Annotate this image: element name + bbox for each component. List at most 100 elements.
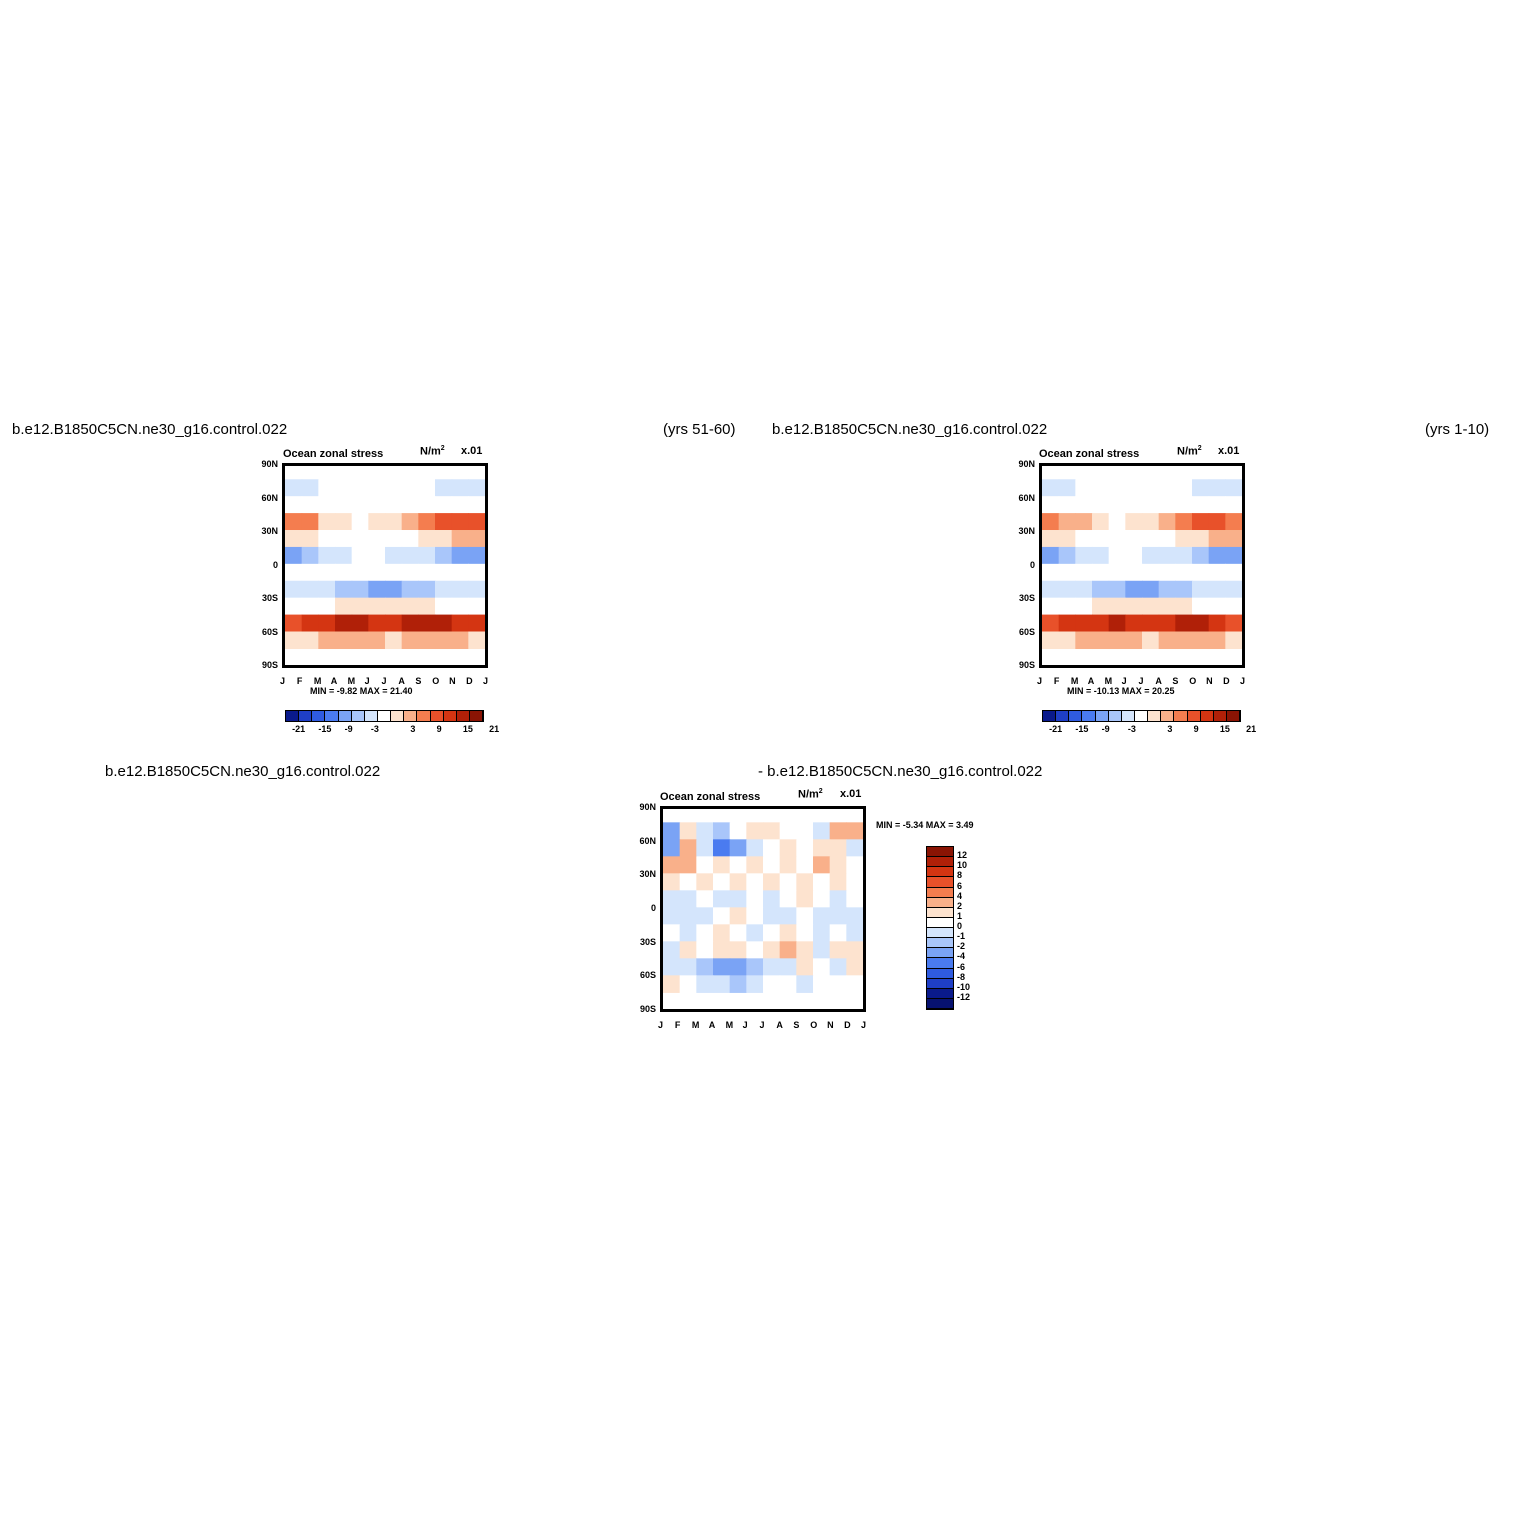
heatmap-cell (318, 631, 336, 650)
heatmap-cell (829, 958, 847, 976)
heatmap-cell (796, 873, 814, 891)
x-tick-label: J (280, 676, 286, 686)
heatmap-cell (813, 822, 831, 840)
heatmap-cell (1092, 496, 1110, 514)
colorbar-tick-label: -2 (957, 941, 966, 952)
heatmap-cell (1092, 546, 1110, 565)
heatmap-cell (746, 822, 764, 840)
colorbar-swatch (351, 711, 365, 721)
x-tick-label: A (1087, 676, 1095, 686)
heatmap-cell (846, 975, 863, 993)
heatmap-cell (746, 873, 764, 891)
panel2-var-label: Ocean zonal stress (1039, 448, 1140, 460)
heatmap-cell (1142, 530, 1160, 548)
colorbar-swatch (338, 711, 352, 721)
panel2-years: (yrs 1-10) (1425, 421, 1490, 438)
colorbar-swatch (927, 998, 953, 1009)
colorbar-swatch (364, 711, 378, 721)
x-tick-label: J (1121, 676, 1127, 686)
heatmap-cell (335, 530, 353, 548)
heatmap-cell (451, 546, 469, 565)
heatmap-cell (385, 530, 403, 548)
heatmap-cell (779, 975, 797, 993)
x-tick-label: M (1070, 676, 1079, 686)
panel1-plot (282, 463, 488, 668)
heatmap-cell (1142, 496, 1160, 514)
heatmap-cell (829, 822, 847, 840)
colorbar-tick-label: -21 (292, 724, 306, 734)
heatmap-cell (351, 530, 369, 548)
colorbar-swatch (927, 928, 953, 939)
heatmap-cell (729, 890, 747, 908)
x-tick-label: D (466, 676, 473, 686)
heatmap-cell (1042, 546, 1060, 565)
x-tick-label: A (776, 1020, 783, 1030)
colorbar-swatch (927, 917, 953, 928)
x-tick-label: J (861, 1020, 867, 1030)
heatmap-cell (351, 614, 369, 633)
heatmap-cell (418, 597, 436, 616)
heatmap-cell (335, 513, 353, 531)
heatmap-cell (418, 513, 436, 531)
heatmap-cell (318, 563, 336, 582)
heatmap-cell (696, 924, 714, 942)
heatmap-cell (1092, 580, 1110, 599)
heatmap-cell (301, 513, 319, 531)
colorbar-swatch (1187, 711, 1201, 721)
heatmap-cell (1108, 614, 1126, 633)
colorbar-swatch (325, 711, 339, 721)
heatmap-cell (1058, 563, 1076, 582)
y-tick-label: 30S (1018, 593, 1035, 603)
x-tick-label: S (793, 1020, 800, 1030)
panel2-plot (1039, 463, 1245, 668)
colorbar-tick-label: -15 (318, 724, 332, 734)
colorbar-swatch (417, 711, 431, 721)
panel2-heatmap (1042, 479, 1242, 650)
heatmap-cell (696, 907, 714, 925)
heatmap-cell (1192, 597, 1210, 616)
heatmap-cell (829, 873, 847, 891)
heatmap-cell (435, 597, 453, 616)
x-tick-label: N (449, 676, 456, 686)
y-tick-label: 60S (261, 626, 278, 637)
heatmap-cell (729, 839, 747, 857)
colorbar-swatch (927, 988, 953, 999)
heatmap-cell (763, 856, 781, 874)
x-tick-label: D (844, 1020, 851, 1030)
heatmap-cell (1058, 631, 1076, 650)
heatmap-cell (285, 580, 303, 599)
colorbar-tick-label: -1 (957, 931, 966, 942)
x-tick-label: D (1223, 676, 1230, 686)
heatmap-cell (1192, 513, 1210, 531)
heatmap-cell (318, 513, 336, 531)
heatmap-cell (1158, 631, 1176, 650)
heatmap-cell (351, 546, 369, 565)
x-tick-label: O (1189, 676, 1197, 686)
heatmap-cell (368, 580, 386, 599)
heatmap-cell (729, 873, 747, 891)
heatmap-cell (1158, 479, 1176, 497)
x-tick-label: A (398, 676, 405, 686)
heatmap-cell (418, 496, 436, 514)
heatmap-cell (335, 546, 353, 565)
heatmap-cell (746, 856, 764, 874)
x-tick-label: M (691, 1020, 700, 1030)
heatmap-cell (1225, 546, 1242, 565)
heatmap-cell (318, 496, 336, 514)
heatmap-cell (418, 580, 436, 599)
heatmap-cell (846, 907, 863, 925)
heatmap-cell (1058, 614, 1076, 633)
heatmap-cell (1075, 614, 1093, 633)
heatmap-cell (401, 530, 419, 548)
heatmap-cell (385, 563, 403, 582)
heatmap-cell (813, 856, 831, 874)
heatmap-cell (1075, 563, 1093, 582)
heatmap-cell (663, 839, 681, 857)
heatmap-cell (1058, 496, 1076, 514)
heatmap-cell (1175, 479, 1193, 497)
heatmap-cell (1075, 597, 1093, 616)
heatmap-cell (401, 546, 419, 565)
heatmap-cell (1092, 563, 1110, 582)
heatmap-cell (451, 597, 469, 616)
colorbar-swatch (1121, 711, 1135, 721)
